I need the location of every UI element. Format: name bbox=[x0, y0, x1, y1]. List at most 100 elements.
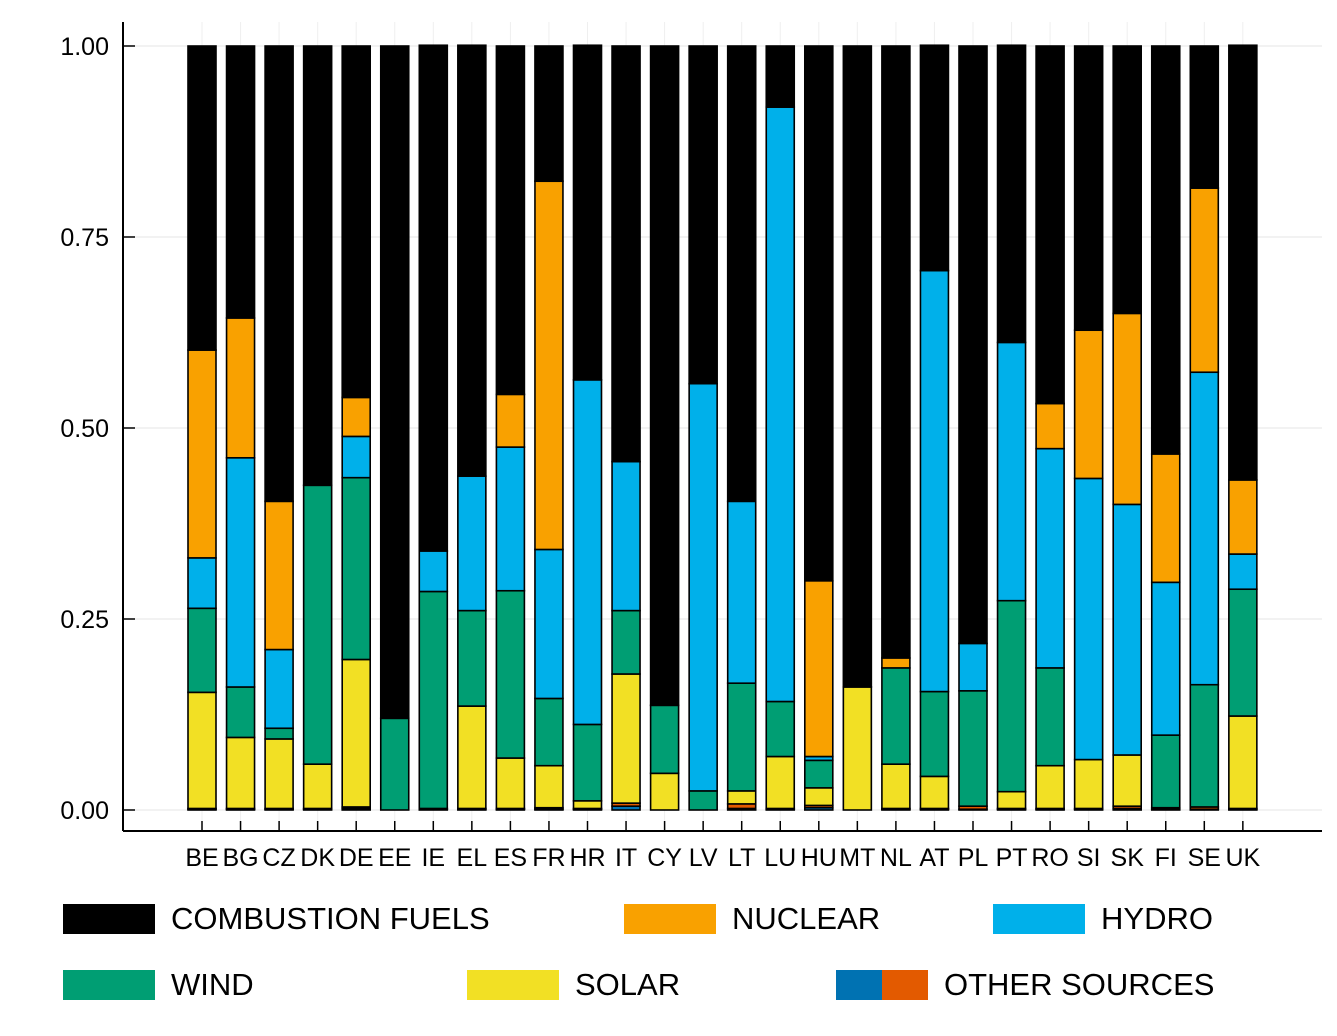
bar-segment-es-hydro bbox=[495, 446, 526, 592]
x-tick-labels: BE BG CZ DK DE EE IE EL ES FR HR IT CY LV LT LU HU MT NL AT… bbox=[185, 844, 1260, 872]
bar-segment-si-hydro bbox=[1073, 477, 1104, 761]
y-tick-labels: 0.00 0.25 0.50 0.75 1.00 bbox=[60, 33, 109, 825]
bar-segment-uk-solar bbox=[1228, 715, 1258, 810]
bar-segment-cy-combustion-fuels bbox=[649, 45, 680, 707]
bars bbox=[187, 44, 1258, 811]
bar-segment-lu-wind bbox=[765, 700, 796, 758]
x-tick-label-bg: BG bbox=[222, 844, 258, 872]
bar-segment-hr-hydro bbox=[572, 379, 603, 726]
x-tick-label-el: EL bbox=[457, 844, 488, 872]
bar-segment-ee-wind bbox=[379, 717, 410, 811]
x-tick-label-cy: CY bbox=[647, 844, 682, 872]
bar-segment-fi-nuclear bbox=[1150, 453, 1181, 584]
bar-segment-es-combustion-fuels bbox=[495, 45, 526, 396]
bar-segment-lt-wind bbox=[726, 682, 757, 792]
bar-segment-uk-hydro bbox=[1228, 553, 1258, 591]
bar-segment-de-combustion-fuels bbox=[341, 45, 372, 399]
bar-segment-se-wind bbox=[1189, 683, 1220, 808]
bar-segment-el-solar bbox=[457, 705, 487, 810]
bar-segment-at-solar bbox=[919, 775, 950, 810]
bar-segment-mt-combustion-fuels bbox=[842, 45, 873, 688]
bar-segment-dk-combustion-fuels bbox=[302, 45, 333, 487]
bar-segment-hr-solar bbox=[572, 800, 603, 810]
x-tick-label-hu: HU bbox=[801, 844, 837, 872]
bar-segment-lu-combustion-fuels bbox=[765, 45, 796, 108]
bar-segment-nl-nuclear bbox=[881, 657, 911, 669]
bar-segment-it-solar bbox=[611, 673, 641, 804]
bar-segment-be-hydro bbox=[187, 557, 217, 610]
bar-segment-dk-wind bbox=[302, 484, 333, 765]
x-tick-label-pl: PL bbox=[958, 844, 989, 872]
bar-segment-si-solar bbox=[1073, 758, 1104, 810]
bar-segment-nl-combustion-fuels bbox=[881, 45, 911, 659]
bar-segment-cz-wind bbox=[264, 727, 294, 740]
bar-segment-be-combustion-fuels bbox=[187, 45, 217, 351]
y-tick-label: 0.75 bbox=[60, 224, 109, 252]
bar-segment-uk-wind bbox=[1228, 588, 1258, 717]
bar-segment-pt-wind bbox=[996, 599, 1027, 793]
bar-segment-sk-nuclear bbox=[1112, 312, 1142, 506]
y-tick-label: 0.00 bbox=[60, 797, 109, 825]
bar-segment-be-solar bbox=[187, 691, 217, 810]
x-tick-label-hr: HR bbox=[569, 844, 605, 872]
bar-segment-uk-combustion-fuels bbox=[1228, 44, 1258, 481]
x-tick-label-si: SI bbox=[1077, 844, 1101, 872]
bar-segment-es-wind bbox=[495, 589, 526, 759]
x-tick-label-de: DE bbox=[339, 844, 374, 872]
bar-segment-sk-combustion-fuels bbox=[1112, 45, 1142, 315]
bar-segment-fi-combustion-fuels bbox=[1150, 45, 1181, 455]
x-tick-label-se: SE bbox=[1188, 844, 1221, 872]
x-tick-label-mt: MT bbox=[839, 844, 875, 872]
bar-segment-se-hydro bbox=[1189, 371, 1220, 686]
bar-segment-ro-hydro bbox=[1035, 447, 1065, 669]
x-tick-label-lu: LU bbox=[764, 844, 796, 872]
bar-segment-cz-nuclear bbox=[264, 500, 294, 651]
bar-segment-at-wind bbox=[919, 690, 950, 778]
bar-segment-pt-hydro bbox=[996, 341, 1027, 602]
bar-segment-fr-hydro bbox=[534, 548, 564, 700]
x-tick-label-ee: EE bbox=[378, 844, 411, 872]
bar-segment-it-combustion-fuels bbox=[611, 45, 641, 463]
bar-segment-sk-solar bbox=[1112, 754, 1142, 807]
bar-segment-hu-wind bbox=[803, 759, 834, 789]
bar-segment-ro-solar bbox=[1035, 764, 1065, 810]
bar-segment-bg-combustion-fuels bbox=[225, 45, 256, 319]
x-tick-label-nl: NL bbox=[880, 844, 912, 872]
x-tick-label-uk: UK bbox=[1225, 844, 1260, 872]
bar-segment-fr-combustion-fuels bbox=[534, 45, 564, 183]
bar-segment-hr-wind bbox=[572, 723, 603, 802]
bar-segment-hu-combustion-fuels bbox=[803, 45, 834, 582]
bar-segment-fr-solar bbox=[534, 764, 564, 809]
y-tick-label: 1.00 bbox=[60, 33, 109, 61]
bar-segment-it-wind bbox=[611, 609, 641, 675]
bar-segment-cy-wind bbox=[649, 704, 680, 775]
bar-segment-fr-nuclear bbox=[534, 180, 564, 551]
bar-segment-de-wind bbox=[341, 476, 372, 661]
bar-segment-pt-combustion-fuels bbox=[996, 44, 1027, 344]
bar-segment-el-hydro bbox=[457, 475, 487, 612]
bar-segment-bg-solar bbox=[225, 736, 256, 810]
bar-segment-fi-hydro bbox=[1150, 581, 1181, 736]
bar-segment-it-hydro bbox=[611, 460, 641, 612]
axes bbox=[122, 22, 1322, 832]
x-tick-label-lt: LT bbox=[728, 844, 755, 872]
x-tick-label-ie: IE bbox=[421, 844, 445, 872]
bar-segment-hu-solar bbox=[803, 787, 834, 807]
bar-segment-hr-combustion-fuels bbox=[572, 44, 603, 381]
bar-segment-bg-wind bbox=[225, 686, 256, 739]
bar-segment-si-combustion-fuels bbox=[1073, 45, 1104, 332]
bar-segment-lu-solar bbox=[765, 755, 796, 810]
bar-segment-fi-wind bbox=[1150, 734, 1181, 809]
bar-segment-lv-combustion-fuels bbox=[688, 45, 718, 385]
bar-segment-sk-hydro bbox=[1112, 503, 1142, 756]
bar-segment-lv-wind bbox=[688, 790, 718, 811]
bar-segment-hu-nuclear bbox=[803, 579, 834, 758]
bar-segment-bg-hydro bbox=[225, 456, 256, 688]
x-tick-label-fr: FR bbox=[532, 844, 565, 872]
bar-segment-si-nuclear bbox=[1073, 329, 1104, 480]
x-tick-label-ro: RO bbox=[1031, 844, 1069, 872]
bar-segment-cz-solar bbox=[264, 738, 294, 810]
bar-segment-cz-combustion-fuels bbox=[264, 45, 294, 503]
bar-segment-cz-hydro bbox=[264, 648, 294, 730]
